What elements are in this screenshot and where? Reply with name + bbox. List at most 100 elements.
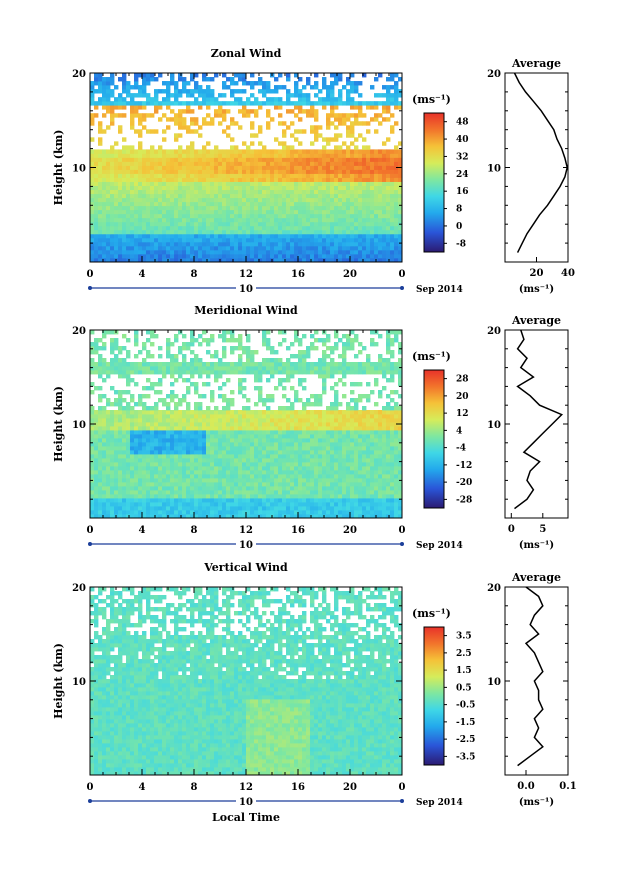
heatmap-cell (362, 249, 367, 255)
heatmap-cell (386, 85, 391, 90)
heatmap-cell (378, 422, 383, 427)
heatmap-cell (302, 189, 307, 195)
heatmap-cell (286, 221, 291, 227)
heatmap-cell (226, 217, 231, 223)
heatmap-cell (242, 466, 247, 471)
heatmap-cell (150, 241, 155, 247)
heatmap-cell (230, 426, 235, 431)
heatmap-cell (162, 165, 167, 170)
heatmap-cell (342, 490, 347, 495)
heatmap-cell (394, 470, 399, 475)
heatmap-cell (318, 229, 323, 235)
heatmap-cell (378, 245, 383, 251)
heatmap-cell (94, 498, 99, 503)
heatmap-cell (330, 169, 335, 174)
heatmap-cell (182, 422, 187, 427)
heatmap-cell (130, 153, 135, 158)
heatmap-cell (130, 101, 135, 106)
heatmap-cell (234, 422, 239, 427)
heatmap-cell (158, 253, 163, 259)
heatmap-cell (222, 213, 227, 219)
heatmap-cell (170, 189, 175, 195)
heatmap-cell (218, 173, 223, 178)
heatmap-cell (386, 105, 391, 110)
heatmap-cell (278, 85, 283, 90)
heatmap-cell (218, 153, 223, 158)
heatmap-cell (318, 237, 323, 243)
heatmap-cell (238, 217, 243, 223)
heatmap-cell (90, 245, 95, 251)
heatmap-cell (258, 426, 263, 431)
heatmap-cell (250, 414, 255, 419)
heatmap-cell (294, 93, 299, 98)
heatmap-cell (326, 486, 331, 491)
heatmap-cell (342, 470, 347, 475)
heatmap-cell (266, 225, 271, 231)
heatmap-cell (90, 89, 95, 94)
heatmap-cell (350, 133, 355, 138)
heatmap-cell (138, 201, 143, 207)
heatmap-cell (242, 478, 247, 483)
heatmap-cell (274, 161, 279, 166)
heatmap-cell (298, 221, 303, 227)
heatmap-cell (178, 145, 183, 150)
heatmap-cell (186, 510, 191, 515)
heatmap-cell (242, 209, 247, 215)
heatmap-cell (202, 181, 207, 186)
heatmap-cell (386, 153, 391, 158)
heatmap-cell (342, 241, 347, 247)
heatmap-cell (310, 205, 315, 211)
heatmap-cell (386, 157, 391, 162)
heatmap-cell (122, 217, 127, 223)
heatmap-cell (122, 494, 127, 499)
heatmap-cell (342, 498, 347, 503)
heatmap-cell (246, 253, 251, 259)
heatmap-cell (326, 185, 331, 191)
heatmap-cell (110, 209, 115, 215)
heatmap-cell (326, 213, 331, 219)
heatmap-cell (258, 149, 263, 154)
heatmap-cell (198, 177, 203, 182)
heatmap-cell (342, 474, 347, 479)
heatmap-cell (314, 450, 319, 455)
heatmap-cell (222, 245, 227, 251)
heatmap-cell (342, 221, 347, 227)
heatmap-cell (114, 113, 119, 118)
heatmap-cell (246, 466, 251, 471)
heatmap-cell (118, 506, 123, 511)
heatmap-cell (210, 438, 215, 443)
heatmap-cell (134, 249, 139, 255)
heatmap-cell (230, 442, 235, 447)
heatmap-cell (138, 153, 143, 158)
heatmap-cell (106, 85, 111, 90)
heatmap-cell (226, 193, 231, 199)
heatmap-cell (138, 161, 143, 166)
heatmap-cell (354, 197, 359, 203)
heatmap-cell (374, 249, 379, 255)
heatmap-cell (354, 442, 359, 447)
heatmap-cell (278, 474, 283, 479)
heatmap-cell (214, 213, 219, 219)
heatmap-cell (206, 101, 211, 106)
heatmap-cell (298, 169, 303, 174)
heatmap-cell (210, 494, 215, 499)
heatmap-cell (346, 133, 351, 138)
heatmap-cell (150, 498, 155, 503)
heatmap-cell (318, 177, 323, 182)
heatmap-cell (334, 169, 339, 174)
heatmap-cell (346, 177, 351, 182)
heatmap-cell (102, 173, 107, 178)
heatmap-cell (390, 97, 395, 102)
heatmap-cell (210, 482, 215, 487)
heatmap-cell (222, 169, 227, 174)
heatmap-cell (258, 514, 263, 519)
heatmap-cell (350, 213, 355, 219)
heatmap-cell (310, 498, 315, 503)
heatmap-cell (214, 201, 219, 207)
heatmap-cell (282, 446, 287, 451)
heatmap-cell (234, 101, 239, 106)
heatmap-cell (98, 161, 103, 166)
heatmap-cell (110, 149, 115, 154)
heatmap-cell (290, 257, 295, 263)
heatmap-cell (274, 466, 279, 471)
